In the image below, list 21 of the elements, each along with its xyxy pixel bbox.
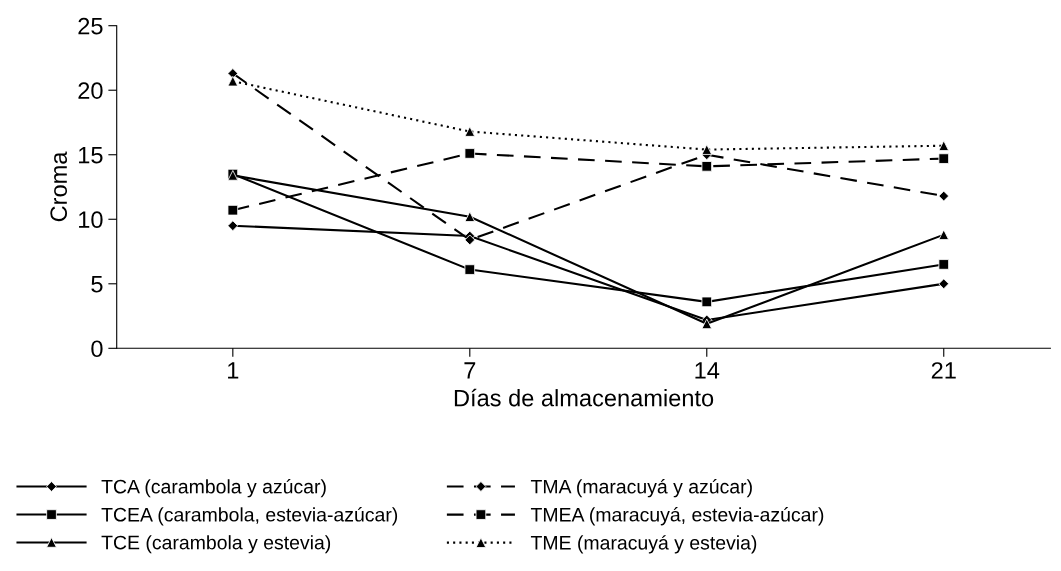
y-tick-label: 10: [79, 211, 103, 229]
point: [701, 296, 713, 308]
y-tick-label: 15: [79, 147, 103, 164]
legend-label: TMEA (maracuyá, estevia-azúcar): [530, 507, 824, 526]
legend-label: TCEA (carambola, estevia-azúcar): [101, 507, 398, 526]
y-tick-label: 25: [78, 17, 103, 35]
legend-label: TME (maracuyá y estevia): [530, 535, 757, 554]
x-tick-label: 7: [464, 362, 476, 379]
point: [938, 229, 950, 241]
point: [227, 204, 239, 216]
y-tick-label: 5: [91, 276, 103, 293]
x-axis-title: Días de almacenamiento: [454, 388, 714, 407]
legend-label: TCA (carambola y azúcar): [101, 478, 326, 498]
y-tick-label: 20: [78, 82, 103, 100]
x-tick-label: 21: [931, 362, 956, 379]
legend-label: TMA (maracuyá y azúcar): [530, 478, 752, 498]
legend-label: TCE (carambola y estevia): [101, 535, 331, 554]
x-tick-label: 14: [695, 362, 720, 379]
y-axis-title: Croma: [50, 151, 68, 222]
x-tick-label: 1: [228, 362, 239, 379]
y-tick-label: 0: [91, 340, 103, 358]
